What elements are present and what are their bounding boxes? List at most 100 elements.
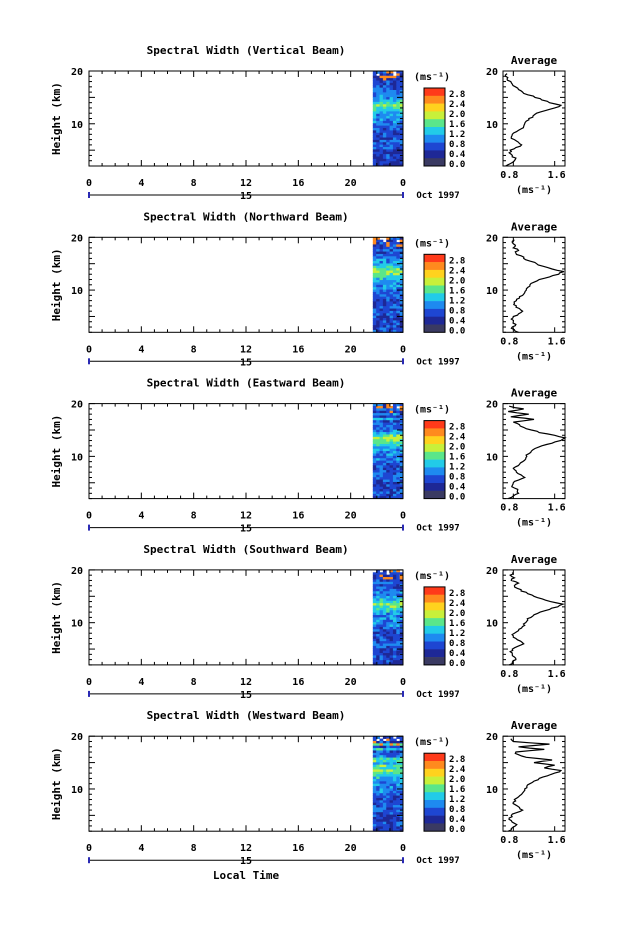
date-day-label: 15 (240, 690, 252, 701)
heatmap-cell (386, 615, 390, 618)
heatmap-cell (376, 462, 380, 466)
heatmap-cell (389, 147, 394, 150)
heatmap-cell (386, 657, 390, 661)
heatmap-cell (389, 805, 394, 808)
heatmap-cell (386, 769, 390, 773)
heatmap-cell (399, 648, 404, 652)
heatmap-cell (376, 90, 380, 93)
heatmap-cell (376, 158, 380, 162)
y-tick-label: 20 (71, 233, 83, 244)
heatmap-cell (376, 821, 380, 825)
heatmap-cell (396, 607, 401, 611)
heatmap-cell (382, 619, 387, 623)
heatmap-cell (396, 767, 401, 770)
x-tick-label: 12 (240, 843, 252, 854)
colorbar-swatch (424, 768, 445, 777)
heatmap-cell (382, 277, 387, 281)
heatmap-cell (396, 586, 401, 590)
heatmap-cell (379, 161, 384, 165)
heatmap-cell (372, 451, 377, 454)
colorbar-tick-label: 1.6 (449, 286, 465, 296)
heatmap-cell (392, 826, 397, 830)
date-day-label: 15 (240, 357, 252, 368)
heatmap-cell (392, 443, 397, 447)
heatmap-cell (386, 781, 390, 785)
colorbar: 2.82.42.01.61.20.80.40.0 (423, 420, 466, 503)
heatmap-cell (392, 467, 397, 471)
heatmap-cell (382, 643, 387, 647)
heatmap-cell (376, 617, 380, 621)
heatmap-cell (372, 484, 377, 488)
heatmap-cell (376, 474, 380, 478)
heatmap-cell (382, 824, 387, 827)
heatmap-cell (379, 301, 384, 305)
heatmap-cell (399, 600, 404, 604)
heatmap-cell (396, 320, 401, 324)
heatmap-cell (382, 493, 387, 497)
heatmap-cell (379, 120, 384, 124)
heatmap-cell (372, 603, 377, 606)
heatmap-cell (379, 655, 384, 659)
y-tick-label: 20 (71, 566, 83, 577)
heatmap-cell (372, 408, 377, 412)
heatmap-cell (392, 237, 397, 241)
heatmap-cell (379, 73, 384, 77)
heatmap-cell (372, 622, 377, 625)
heatmap-cell (372, 790, 377, 794)
heatmap-cell (392, 118, 397, 122)
heatmap-cell (399, 769, 404, 773)
colorbar-swatch (424, 277, 445, 286)
heatmap-cell (386, 439, 390, 442)
heatmap-cell (392, 569, 397, 573)
heatmap-cell (386, 790, 390, 794)
heatmap-cell (382, 125, 387, 129)
heatmap-cell (389, 786, 394, 789)
heatmap-cell (389, 139, 394, 143)
heatmap-cell (399, 762, 404, 766)
heatmap-cell (386, 308, 390, 312)
heatmap-cell (382, 610, 387, 614)
heatmap-cell (386, 641, 390, 644)
heatmap-cell (392, 824, 397, 827)
heatmap-cell (379, 139, 384, 143)
heatmap-cell (382, 242, 387, 245)
heatmap-cell (389, 759, 394, 763)
heatmap-cell (392, 251, 397, 255)
heatmap-cell (392, 287, 397, 290)
heatmap-cell (382, 762, 387, 766)
heatmap-cell (379, 289, 384, 293)
heatmap-cell (372, 586, 377, 590)
heatmap-cell (389, 641, 394, 644)
heatmap-cell (376, 795, 380, 799)
heatmap-cell (372, 275, 377, 279)
heatmap-cell (379, 828, 384, 832)
heatmap-cell (389, 154, 394, 157)
heatmap-cell (379, 636, 384, 640)
heatmap-cell (392, 472, 397, 476)
heatmap-cell (376, 451, 380, 454)
heatmap-cell (376, 493, 380, 497)
heatmap-cell (399, 87, 404, 91)
heatmap-cell (389, 745, 394, 749)
heatmap-cell (376, 762, 380, 766)
heatmap-cell (372, 280, 377, 283)
heatmap-cell (392, 256, 397, 260)
heatmap-cell (386, 282, 390, 286)
heatmap-cell (379, 577, 384, 580)
heatmap-cell (386, 451, 390, 454)
heatmap-cell (389, 90, 394, 93)
heatmap-cell (372, 87, 377, 91)
heatmap-cell (392, 465, 397, 469)
heatmap-cell (392, 104, 397, 108)
heatmap-cell (389, 624, 394, 628)
heatmap-cell (379, 125, 384, 129)
heatmap-cell (382, 579, 387, 583)
heatmap-cell (376, 598, 380, 602)
heatmap-cell (396, 161, 401, 165)
heatmap-cell (392, 781, 397, 785)
x-tick-label: 0 (400, 677, 406, 688)
heatmap-cell (399, 496, 404, 499)
heatmap-cell (376, 329, 380, 333)
heatmap-cell (379, 80, 384, 84)
heatmap-cell (386, 75, 390, 79)
